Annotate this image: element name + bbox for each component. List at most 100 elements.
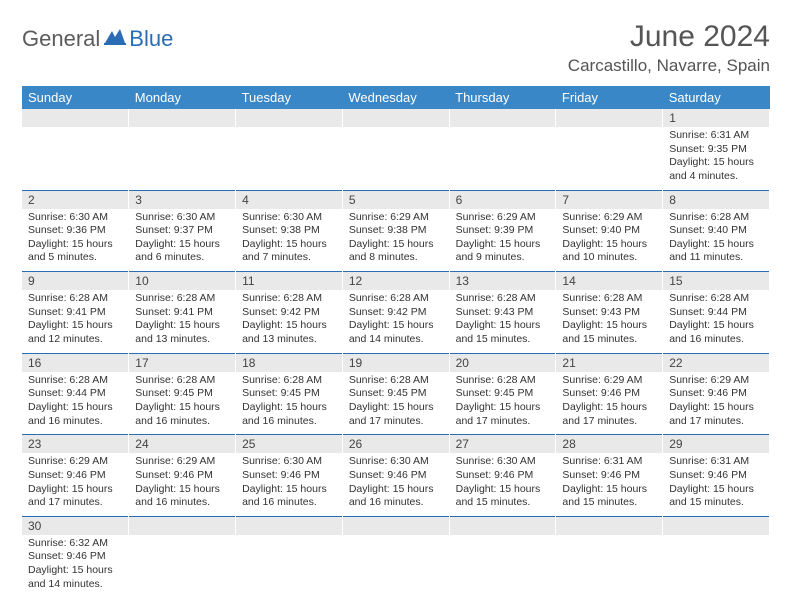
daylight-text-1: Daylight: 15 hours <box>349 483 443 497</box>
logo-part2: Blue <box>129 26 173 52</box>
day-number-cell: 24 <box>129 435 236 454</box>
day-detail-cell: Sunrise: 6:28 AMSunset: 9:42 PMDaylight:… <box>342 290 449 353</box>
day-number-cell: 22 <box>663 353 770 372</box>
sunset-text: Sunset: 9:46 PM <box>669 469 763 483</box>
day-detail-cell: Sunrise: 6:31 AMSunset: 9:46 PMDaylight:… <box>556 453 663 516</box>
daylight-text-1: Daylight: 15 hours <box>135 319 229 333</box>
daylight-text-2: and 13 minutes. <box>242 333 336 347</box>
daylight-text-2: and 15 minutes. <box>562 496 656 510</box>
page-title: June 2024 <box>568 20 770 54</box>
daylight-text-2: and 15 minutes. <box>456 333 550 347</box>
sunset-text: Sunset: 9:46 PM <box>242 469 336 483</box>
day-number-cell: 6 <box>449 190 556 209</box>
daylight-text-2: and 14 minutes. <box>28 578 122 592</box>
day-number-row: 16171819202122 <box>22 353 770 372</box>
daylight-text-1: Daylight: 15 hours <box>135 483 229 497</box>
day-number-cell: 13 <box>449 272 556 291</box>
daylight-text-1: Daylight: 15 hours <box>349 319 443 333</box>
sunrise-text: Sunrise: 6:28 AM <box>135 374 229 388</box>
day-number-row: 9101112131415 <box>22 272 770 291</box>
day-number-cell: 21 <box>556 353 663 372</box>
sunset-text: Sunset: 9:46 PM <box>28 550 122 564</box>
day-detail-cell <box>129 127 236 190</box>
daylight-text-2: and 8 minutes. <box>349 251 443 265</box>
daylight-text-2: and 7 minutes. <box>242 251 336 265</box>
day-detail-cell: Sunrise: 6:29 AMSunset: 9:46 PMDaylight:… <box>556 372 663 435</box>
daylight-text-2: and 14 minutes. <box>349 333 443 347</box>
day-detail-cell: Sunrise: 6:32 AMSunset: 9:46 PMDaylight:… <box>22 535 129 598</box>
sunset-text: Sunset: 9:42 PM <box>349 306 443 320</box>
day-detail-cell: Sunrise: 6:28 AMSunset: 9:41 PMDaylight:… <box>129 290 236 353</box>
weekday-header: Wednesday <box>342 86 449 109</box>
daylight-text-1: Daylight: 15 hours <box>456 483 550 497</box>
daylight-text-2: and 9 minutes. <box>456 251 550 265</box>
day-detail-cell: Sunrise: 6:30 AMSunset: 9:38 PMDaylight:… <box>236 209 343 272</box>
sunset-text: Sunset: 9:44 PM <box>28 387 122 401</box>
day-detail-cell <box>663 535 770 598</box>
day-number-cell: 8 <box>663 190 770 209</box>
day-number-cell: 16 <box>22 353 129 372</box>
sunset-text: Sunset: 9:35 PM <box>669 143 763 157</box>
location-text: Carcastillo, Navarre, Spain <box>568 56 770 76</box>
day-number-cell <box>449 109 556 127</box>
sunrise-text: Sunrise: 6:28 AM <box>349 374 443 388</box>
daylight-text-1: Daylight: 15 hours <box>562 401 656 415</box>
daylight-text-2: and 16 minutes. <box>135 415 229 429</box>
day-number-row: 2345678 <box>22 190 770 209</box>
day-number-cell: 3 <box>129 190 236 209</box>
day-number-cell <box>342 516 449 535</box>
sunrise-text: Sunrise: 6:28 AM <box>669 292 763 306</box>
daylight-text-1: Daylight: 15 hours <box>28 401 122 415</box>
daylight-text-2: and 17 minutes. <box>456 415 550 429</box>
sunset-text: Sunset: 9:46 PM <box>28 469 122 483</box>
sunrise-text: Sunrise: 6:30 AM <box>349 455 443 469</box>
daylight-text-2: and 16 minutes. <box>135 496 229 510</box>
sunrise-text: Sunrise: 6:29 AM <box>135 455 229 469</box>
sunrise-text: Sunrise: 6:31 AM <box>562 455 656 469</box>
logo: General Blue <box>22 20 173 52</box>
sunset-text: Sunset: 9:42 PM <box>242 306 336 320</box>
page-header: General Blue June 2024 Carcastillo, Nava… <box>22 20 770 76</box>
day-detail-cell: Sunrise: 6:29 AMSunset: 9:46 PMDaylight:… <box>22 453 129 516</box>
sunset-text: Sunset: 9:41 PM <box>28 306 122 320</box>
weekday-header: Sunday <box>22 86 129 109</box>
day-detail-cell: Sunrise: 6:28 AMSunset: 9:44 PMDaylight:… <box>663 290 770 353</box>
sunrise-text: Sunrise: 6:28 AM <box>28 374 122 388</box>
sunset-text: Sunset: 9:38 PM <box>242 224 336 238</box>
day-number-cell <box>556 109 663 127</box>
logo-part1: General <box>22 26 100 52</box>
daylight-text-1: Daylight: 15 hours <box>242 483 336 497</box>
daylight-text-2: and 17 minutes. <box>349 415 443 429</box>
weekday-header: Thursday <box>449 86 556 109</box>
calendar-table: SundayMondayTuesdayWednesdayThursdayFrid… <box>22 86 770 597</box>
sunrise-text: Sunrise: 6:29 AM <box>456 211 550 225</box>
day-detail-cell: Sunrise: 6:28 AMSunset: 9:40 PMDaylight:… <box>663 209 770 272</box>
day-detail-cell <box>22 127 129 190</box>
sunrise-text: Sunrise: 6:28 AM <box>28 292 122 306</box>
sunrise-text: Sunrise: 6:30 AM <box>242 455 336 469</box>
sunrise-text: Sunrise: 6:28 AM <box>562 292 656 306</box>
daylight-text-1: Daylight: 15 hours <box>669 156 763 170</box>
sunset-text: Sunset: 9:45 PM <box>456 387 550 401</box>
day-number-row: 1 <box>22 109 770 127</box>
day-detail-cell <box>236 535 343 598</box>
day-detail-cell: Sunrise: 6:28 AMSunset: 9:41 PMDaylight:… <box>22 290 129 353</box>
day-detail-cell: Sunrise: 6:29 AMSunset: 9:40 PMDaylight:… <box>556 209 663 272</box>
daylight-text-1: Daylight: 15 hours <box>562 238 656 252</box>
daylight-text-2: and 16 minutes. <box>242 496 336 510</box>
daylight-text-2: and 5 minutes. <box>28 251 122 265</box>
daylight-text-1: Daylight: 15 hours <box>669 319 763 333</box>
day-number-cell: 20 <box>449 353 556 372</box>
daylight-text-1: Daylight: 15 hours <box>242 401 336 415</box>
day-number-cell: 15 <box>663 272 770 291</box>
sunrise-text: Sunrise: 6:32 AM <box>28 537 122 551</box>
daylight-text-2: and 16 minutes. <box>349 496 443 510</box>
daylight-text-1: Daylight: 15 hours <box>562 319 656 333</box>
sunset-text: Sunset: 9:37 PM <box>135 224 229 238</box>
day-number-cell: 7 <box>556 190 663 209</box>
daylight-text-2: and 17 minutes. <box>669 415 763 429</box>
day-number-cell: 26 <box>342 435 449 454</box>
sunset-text: Sunset: 9:40 PM <box>669 224 763 238</box>
sunrise-text: Sunrise: 6:30 AM <box>242 211 336 225</box>
day-detail-cell: Sunrise: 6:28 AMSunset: 9:45 PMDaylight:… <box>236 372 343 435</box>
